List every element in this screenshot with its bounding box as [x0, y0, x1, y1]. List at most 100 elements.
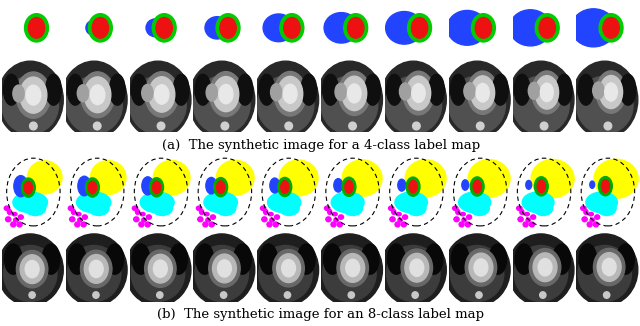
Ellipse shape — [42, 244, 60, 274]
Ellipse shape — [81, 222, 86, 227]
Ellipse shape — [324, 206, 330, 211]
Ellipse shape — [597, 253, 621, 281]
Ellipse shape — [331, 222, 336, 227]
Ellipse shape — [540, 292, 546, 298]
Ellipse shape — [86, 21, 99, 35]
Ellipse shape — [6, 217, 11, 222]
Ellipse shape — [11, 222, 16, 227]
Ellipse shape — [584, 210, 588, 215]
Ellipse shape — [390, 217, 395, 222]
Ellipse shape — [142, 218, 146, 222]
Ellipse shape — [281, 181, 289, 193]
Ellipse shape — [464, 83, 475, 100]
Ellipse shape — [553, 244, 570, 274]
Ellipse shape — [332, 213, 337, 216]
Ellipse shape — [452, 206, 458, 211]
Ellipse shape — [88, 14, 112, 42]
Ellipse shape — [596, 71, 626, 113]
Ellipse shape — [234, 244, 252, 274]
Ellipse shape — [77, 85, 88, 102]
Ellipse shape — [90, 85, 105, 105]
Text: (b)  The synthetic image for an 8-class label map: (b) The synthetic image for an 8-class l… — [157, 308, 484, 321]
Ellipse shape — [590, 181, 595, 188]
Ellipse shape — [467, 71, 498, 114]
Ellipse shape — [406, 76, 431, 110]
Ellipse shape — [83, 215, 87, 219]
Ellipse shape — [604, 122, 612, 130]
Ellipse shape — [572, 234, 638, 306]
Ellipse shape — [219, 84, 233, 104]
Ellipse shape — [204, 213, 209, 216]
Ellipse shape — [154, 160, 190, 195]
Ellipse shape — [380, 61, 446, 138]
Ellipse shape — [409, 180, 417, 193]
Ellipse shape — [462, 218, 466, 222]
Ellipse shape — [403, 71, 434, 115]
Ellipse shape — [403, 215, 408, 219]
Ellipse shape — [209, 72, 243, 117]
Ellipse shape — [264, 210, 268, 215]
Ellipse shape — [473, 180, 481, 193]
Ellipse shape — [216, 160, 254, 195]
Ellipse shape — [221, 122, 228, 130]
Ellipse shape — [145, 250, 176, 288]
Ellipse shape — [413, 122, 420, 130]
Ellipse shape — [517, 158, 571, 226]
Ellipse shape — [324, 244, 341, 274]
Ellipse shape — [444, 61, 510, 138]
Ellipse shape — [459, 192, 491, 213]
Ellipse shape — [275, 215, 280, 219]
Ellipse shape — [348, 84, 361, 103]
Ellipse shape — [323, 74, 339, 105]
Ellipse shape — [195, 245, 248, 302]
Ellipse shape — [84, 255, 108, 283]
Ellipse shape — [148, 254, 172, 283]
Ellipse shape — [392, 210, 396, 215]
Ellipse shape — [279, 201, 299, 215]
Ellipse shape — [157, 292, 163, 298]
Ellipse shape — [387, 74, 403, 105]
Ellipse shape — [577, 76, 633, 134]
Ellipse shape — [198, 158, 252, 226]
Ellipse shape — [523, 222, 528, 227]
Ellipse shape — [17, 222, 22, 227]
Ellipse shape — [412, 292, 419, 298]
Ellipse shape — [209, 222, 214, 227]
Ellipse shape — [76, 213, 81, 216]
Ellipse shape — [170, 244, 188, 274]
Ellipse shape — [540, 83, 554, 102]
Ellipse shape — [146, 19, 164, 37]
Ellipse shape — [72, 210, 76, 215]
Ellipse shape — [451, 245, 504, 302]
Ellipse shape — [19, 215, 23, 219]
Ellipse shape — [447, 10, 487, 45]
Ellipse shape — [196, 206, 202, 211]
Ellipse shape — [301, 74, 317, 105]
Ellipse shape — [203, 222, 208, 227]
Ellipse shape — [602, 259, 616, 275]
Ellipse shape — [13, 192, 47, 213]
Ellipse shape — [152, 201, 172, 215]
Ellipse shape — [580, 206, 586, 211]
Ellipse shape — [90, 260, 103, 277]
Ellipse shape — [387, 244, 405, 274]
Ellipse shape — [200, 210, 204, 215]
Ellipse shape — [508, 61, 574, 138]
Ellipse shape — [270, 178, 280, 193]
Ellipse shape — [460, 213, 465, 216]
Ellipse shape — [470, 76, 495, 110]
Ellipse shape — [528, 82, 540, 99]
Ellipse shape — [6, 158, 60, 226]
Ellipse shape — [581, 158, 635, 226]
Ellipse shape — [13, 218, 18, 222]
Ellipse shape — [335, 83, 346, 100]
Ellipse shape — [157, 122, 165, 130]
Text: (a)  The synthetic image for a 4-class label map: (a) The synthetic image for a 4-class la… — [161, 139, 480, 152]
Ellipse shape — [578, 74, 594, 105]
Ellipse shape — [132, 206, 138, 211]
Ellipse shape — [189, 61, 255, 138]
Ellipse shape — [259, 245, 312, 302]
Ellipse shape — [150, 178, 163, 197]
Ellipse shape — [141, 84, 153, 101]
Ellipse shape — [425, 244, 443, 274]
